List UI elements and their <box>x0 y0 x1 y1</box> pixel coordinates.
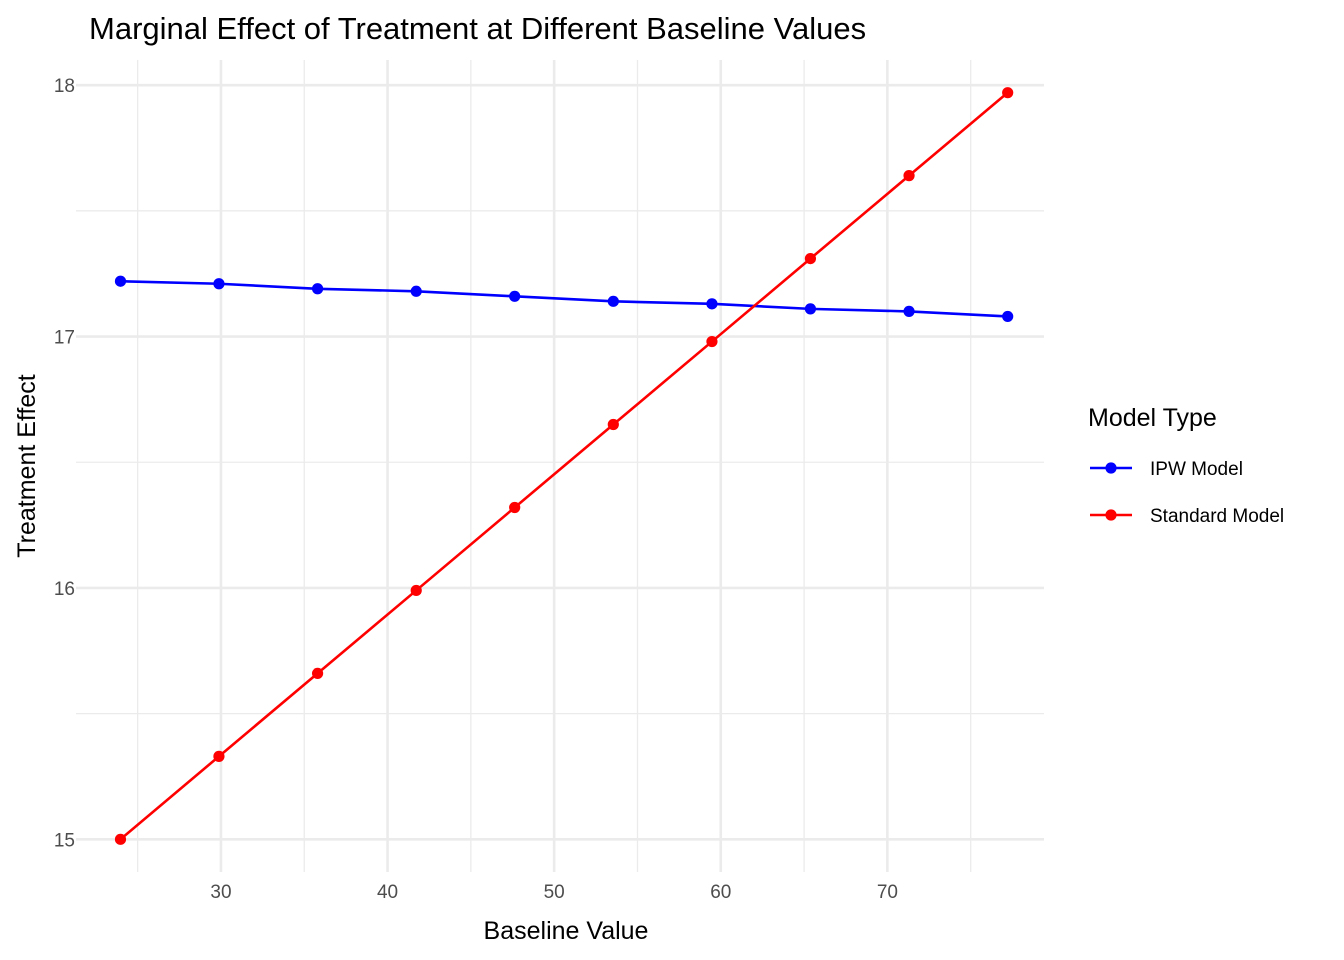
data-point <box>1002 87 1014 99</box>
x-tick-label: 70 <box>877 882 898 903</box>
data-point <box>903 305 915 317</box>
legend-title: Model Type <box>1088 404 1217 432</box>
chart-title: Marginal Effect of Treatment at Differen… <box>89 11 866 46</box>
x-tick-label: 40 <box>377 882 398 903</box>
data-point <box>213 278 225 290</box>
data-point <box>706 335 718 348</box>
data-point <box>607 295 619 307</box>
data-point <box>213 750 225 762</box>
legend-item: Standard Model <box>1090 506 1284 527</box>
legend-label: Standard Model <box>1150 506 1284 527</box>
data-point <box>607 418 619 431</box>
data-point <box>509 290 521 302</box>
series-line <box>120 279 1008 318</box>
legend-item: IPW Model <box>1090 459 1243 480</box>
data-point <box>706 298 718 310</box>
legend-point-swatch <box>1105 462 1117 474</box>
legend-label: IPW Model <box>1150 459 1243 480</box>
data-point <box>114 275 127 287</box>
data-point <box>410 285 422 297</box>
data-point <box>903 170 915 182</box>
legend-point-swatch <box>1105 509 1117 521</box>
data-point <box>1002 310 1014 323</box>
x-axis-title: Baseline Value <box>484 917 649 945</box>
data-point <box>804 253 817 265</box>
legend-items: IPW Model Standard Model <box>1090 459 1284 527</box>
y-tick-label: 18 <box>54 76 75 97</box>
gridlines <box>76 60 1044 872</box>
legend: Model Type IPW Model Standard Model <box>1088 404 1284 527</box>
y-axis-ticks: 15 16 17 18 <box>54 76 75 851</box>
data-point <box>311 667 324 679</box>
y-tick-label: 15 <box>54 830 75 851</box>
series-line <box>119 91 1009 841</box>
y-tick-label: 17 <box>54 328 75 349</box>
x-tick-label: 60 <box>710 882 731 903</box>
series-standard-model <box>114 87 1014 845</box>
data-point <box>804 303 817 315</box>
x-tick-label: 30 <box>210 882 231 903</box>
y-axis-title: Treatment Effect <box>13 374 41 557</box>
x-axis-ticks: 30 40 50 60 70 <box>210 882 898 903</box>
series-layer <box>114 87 1014 845</box>
x-tick-label: 50 <box>544 882 565 903</box>
data-point <box>509 501 521 514</box>
data-point <box>410 584 422 597</box>
data-point <box>114 833 127 845</box>
series-ipw-model <box>114 275 1014 323</box>
y-tick-label: 16 <box>54 579 75 600</box>
data-point <box>311 283 324 295</box>
